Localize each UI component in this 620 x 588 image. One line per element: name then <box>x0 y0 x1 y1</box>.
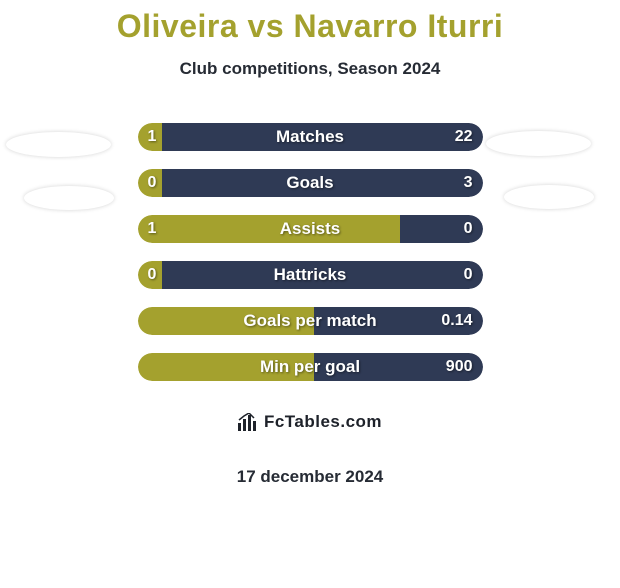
stat-row: 1 0 Assists <box>138 215 483 243</box>
stat-value-left: 0 <box>148 266 157 284</box>
stat-value-left: 1 <box>148 220 157 238</box>
source-badge: FcTables.com <box>205 399 415 445</box>
page-title: Oliveira vs Navarro Iturri <box>0 8 620 45</box>
stats-chart: 1 22 Matches 0 3 Goals 1 0 Assists 0 0 Hattricks 0.1… <box>0 123 620 381</box>
stat-label: Assists <box>280 219 340 239</box>
stat-value-right: 3 <box>464 174 473 192</box>
bar-chart-icon <box>238 413 258 431</box>
team-logo-left-bottom <box>24 186 114 210</box>
stat-value-right: 0 <box>464 266 473 284</box>
stat-label: Min per goal <box>260 357 360 377</box>
team-logo-right-top <box>486 131 591 156</box>
stat-value-right: 0.14 <box>441 312 472 330</box>
stat-value-left: 0 <box>148 174 157 192</box>
stat-row: 0.14 Goals per match <box>138 307 483 335</box>
team-logo-right-bottom <box>504 185 594 209</box>
stat-row: 1 22 Matches <box>138 123 483 151</box>
stat-row: 900 Min per goal <box>138 353 483 381</box>
stat-bar-left <box>138 215 400 243</box>
team-logo-left-top <box>6 132 111 157</box>
stat-value-right: 22 <box>455 128 473 146</box>
subtitle: Club competitions, Season 2024 <box>0 59 620 79</box>
stat-label: Hattricks <box>274 265 347 285</box>
stat-value-left: 1 <box>148 128 157 146</box>
source-badge-text: FcTables.com <box>264 412 382 432</box>
stat-row: 0 3 Goals <box>138 169 483 197</box>
stat-label: Matches <box>276 127 344 147</box>
stat-row: 0 0 Hattricks <box>138 261 483 289</box>
date-text: 17 december 2024 <box>0 467 620 487</box>
stat-label: Goals per match <box>243 311 376 331</box>
stat-value-right: 0 <box>464 220 473 238</box>
stat-label: Goals <box>286 173 333 193</box>
stat-value-right: 900 <box>446 358 473 376</box>
